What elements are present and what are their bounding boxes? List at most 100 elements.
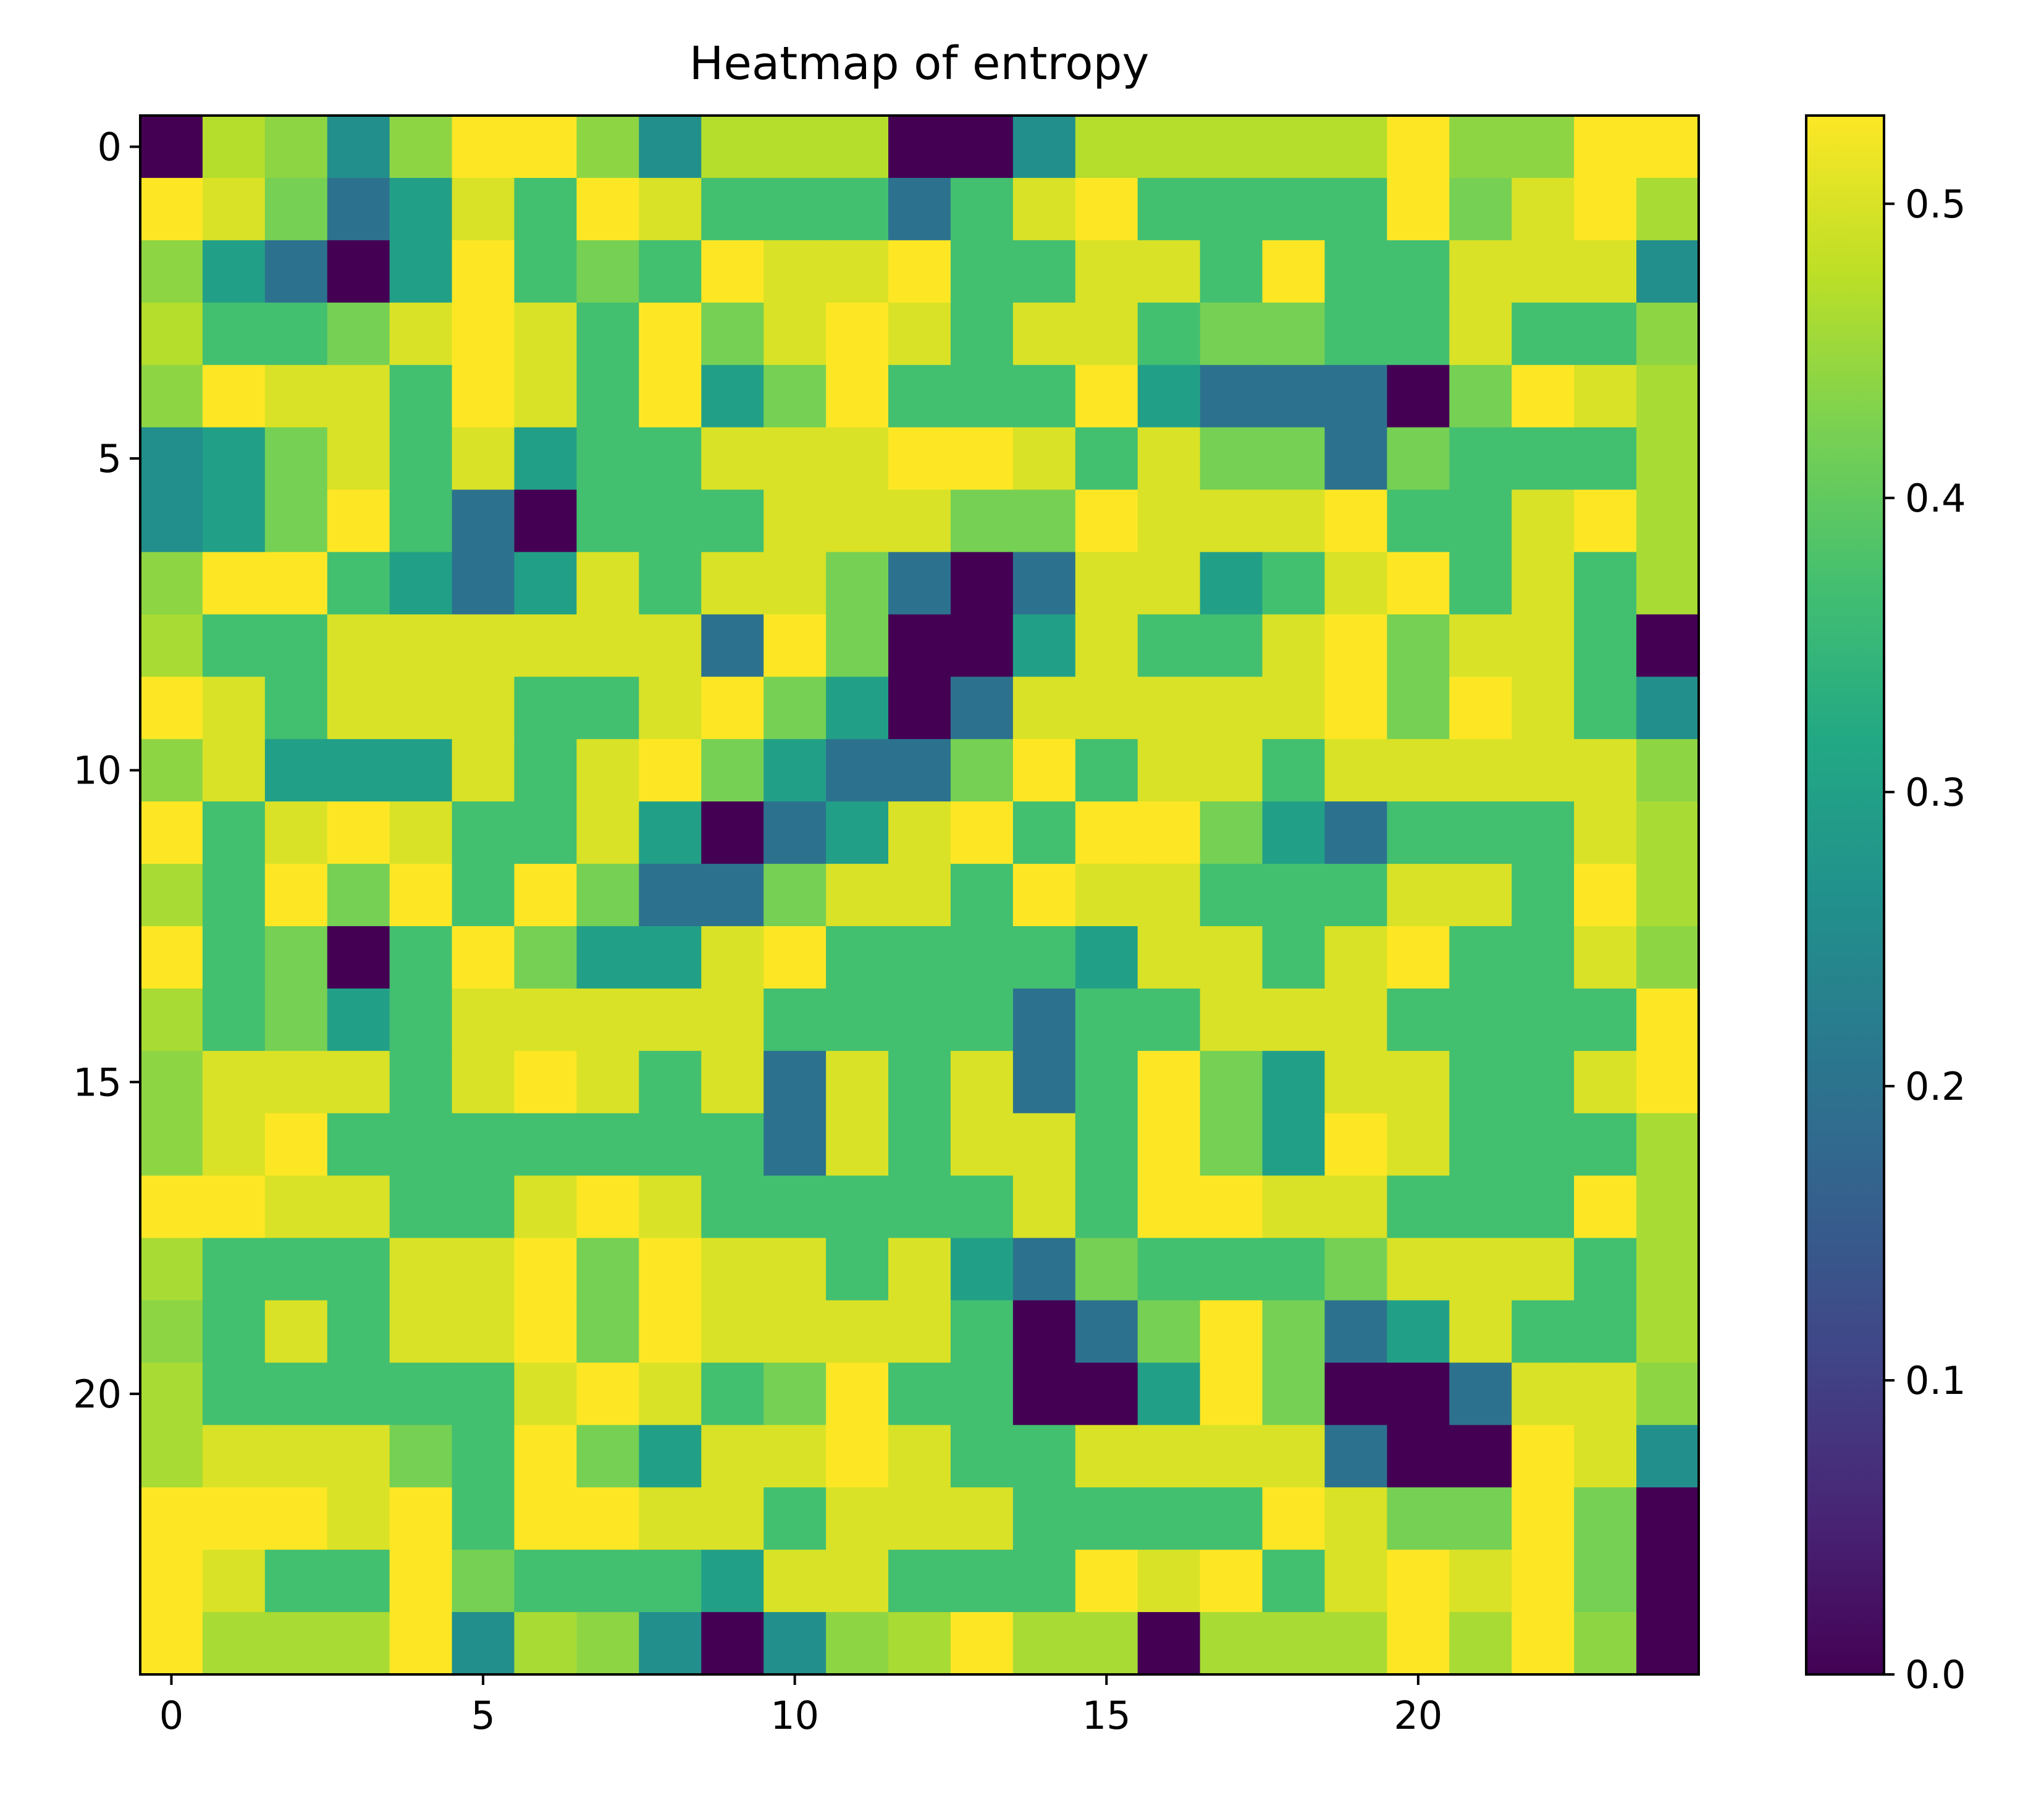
heatmap-cell xyxy=(202,427,266,491)
heatmap-cell xyxy=(826,614,889,678)
heatmap-cell xyxy=(514,739,578,802)
heatmap-cell xyxy=(1262,1425,1326,1488)
heatmap-cell xyxy=(389,427,453,491)
heatmap-cell xyxy=(576,677,640,740)
heatmap-cell xyxy=(950,739,1014,802)
heatmap-cell xyxy=(1387,677,1450,740)
colorbar-frame xyxy=(1805,114,1885,1676)
heatmap-cell xyxy=(763,552,826,615)
heatmap-cell xyxy=(1075,1550,1138,1613)
heatmap-cell xyxy=(763,1612,826,1675)
heatmap-cell xyxy=(576,427,640,491)
heatmap-cell xyxy=(1012,1487,1076,1550)
heatmap-cell xyxy=(701,489,764,553)
heatmap-cell xyxy=(639,240,702,303)
heatmap-cell xyxy=(1387,1300,1450,1364)
heatmap-cell xyxy=(1387,739,1450,802)
heatmap-cell xyxy=(1512,552,1575,615)
heatmap-cell xyxy=(701,1487,764,1550)
heatmap-cell xyxy=(576,864,640,927)
heatmap-cell xyxy=(701,240,764,303)
heatmap-cell xyxy=(264,1612,328,1675)
heatmap-cell xyxy=(1387,864,1450,927)
heatmap-cell xyxy=(826,1050,889,1114)
heatmap-cell xyxy=(452,801,515,864)
heatmap-cell xyxy=(639,926,702,989)
heatmap-cell xyxy=(1012,1612,1076,1675)
heatmap-cell xyxy=(1449,1425,1513,1488)
heatmap-cell xyxy=(140,926,203,989)
heatmap-cell xyxy=(1324,988,1388,1052)
heatmap-cell xyxy=(327,864,390,927)
y-tick-label: 0 xyxy=(98,124,122,169)
heatmap-cell xyxy=(264,365,328,428)
heatmap-cell xyxy=(1012,365,1076,428)
heatmap-cell xyxy=(264,489,328,553)
heatmap-cell xyxy=(202,1300,266,1364)
heatmap-cell xyxy=(826,1550,889,1613)
heatmap-cell xyxy=(950,614,1014,678)
heatmap-cell xyxy=(1512,1113,1575,1176)
heatmap-cell xyxy=(1012,1425,1076,1488)
heatmap-cell xyxy=(389,489,453,553)
heatmap-cell xyxy=(1137,1362,1201,1426)
heatmap-cell xyxy=(1012,988,1076,1052)
heatmap-cell xyxy=(514,1612,578,1675)
heatmap-cell xyxy=(888,801,951,864)
heatmap-cell xyxy=(264,1175,328,1239)
heatmap-cell xyxy=(1075,116,1138,179)
heatmap-cell xyxy=(1636,614,1699,678)
heatmap-cell xyxy=(1012,801,1076,864)
heatmap-cell xyxy=(1574,177,1637,241)
heatmap-cell xyxy=(826,1487,889,1550)
heatmap-cell xyxy=(140,552,203,615)
heatmap-cell xyxy=(826,1300,889,1364)
heatmap-cell xyxy=(264,302,328,366)
heatmap-cell xyxy=(701,1612,764,1675)
heatmap-cell xyxy=(1324,1050,1388,1114)
heatmap-cell xyxy=(1636,926,1699,989)
heatmap-cell xyxy=(1636,177,1699,241)
heatmap-cell xyxy=(950,1238,1014,1301)
heatmap-cell xyxy=(1324,614,1388,678)
heatmap-cell xyxy=(1449,1238,1513,1301)
heatmap-cell xyxy=(140,1300,203,1364)
heatmap-cell xyxy=(576,739,640,802)
heatmap-cell xyxy=(1137,739,1201,802)
heatmap-cell xyxy=(389,1550,453,1613)
heatmap-cell xyxy=(140,177,203,241)
heatmap-cell xyxy=(763,116,826,179)
heatmap-cell xyxy=(264,1550,328,1613)
heatmap-cell xyxy=(1324,1175,1388,1239)
heatmap-cell xyxy=(1449,302,1513,366)
heatmap-cell xyxy=(1449,427,1513,491)
heatmap-cell xyxy=(639,1113,702,1176)
heatmap-cell xyxy=(202,988,266,1052)
heatmap-cell xyxy=(1137,365,1201,428)
heatmap-cell xyxy=(1512,1175,1575,1239)
heatmap-cell xyxy=(1636,1362,1699,1426)
heatmap-cell xyxy=(701,1238,764,1301)
heatmap-cell xyxy=(202,1612,266,1675)
heatmap-cell xyxy=(950,926,1014,989)
heatmap-cell xyxy=(950,240,1014,303)
heatmap-cell xyxy=(576,1550,640,1613)
heatmap-cell xyxy=(1512,1425,1575,1488)
heatmap-cell xyxy=(1200,739,1263,802)
heatmap-cell xyxy=(888,302,951,366)
heatmap-cell xyxy=(639,116,702,179)
heatmap-cell xyxy=(826,677,889,740)
heatmap-cell xyxy=(701,1550,764,1613)
heatmap-cell xyxy=(888,739,951,802)
heatmap-cell xyxy=(452,302,515,366)
heatmap-cell xyxy=(514,552,578,615)
heatmap-cell xyxy=(826,489,889,553)
heatmap-cell xyxy=(576,1362,640,1426)
heatmap-cell xyxy=(389,1612,453,1675)
heatmap-cell xyxy=(327,1612,390,1675)
heatmap-cell xyxy=(763,177,826,241)
heatmap-cell xyxy=(1324,427,1388,491)
heatmap-cell xyxy=(1262,1362,1326,1426)
heatmap-cell xyxy=(1512,801,1575,864)
heatmap-cell xyxy=(1636,677,1699,740)
